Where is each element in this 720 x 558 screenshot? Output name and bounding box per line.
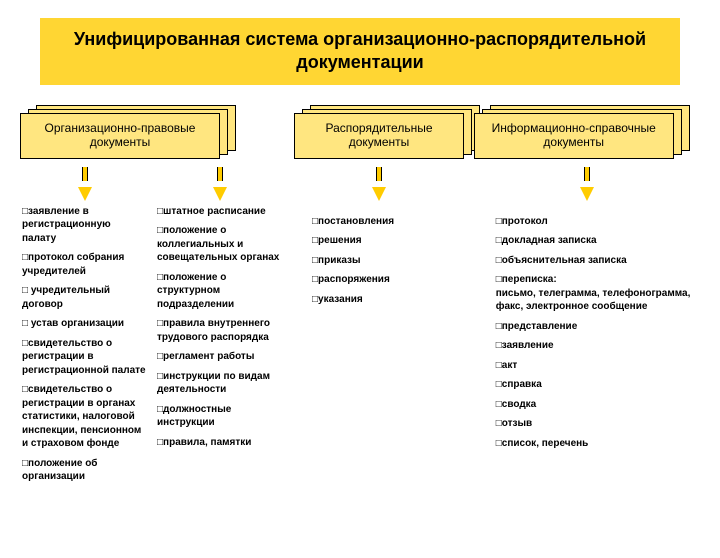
list-item: □правила внутреннего трудового распорядк…: [157, 317, 282, 344]
main-title: Унифицированная система организационно-р…: [40, 18, 680, 85]
card-stack-2: Распорядительные документы: [294, 105, 464, 165]
list-item: □постановления: [312, 215, 462, 229]
list-item: □сводка: [496, 398, 698, 412]
list-item: □штатное расписание: [157, 205, 282, 219]
list-item: □представление: [496, 320, 698, 334]
arrow-1b: [155, 167, 284, 201]
list-item: □правила, памятки: [157, 436, 282, 450]
list-item: □ устав организации: [22, 317, 147, 331]
list-item: □свидетельство о регистрации в органах с…: [22, 383, 147, 451]
list-item: □докладная записка: [496, 234, 698, 248]
list-item: □список, перечень: [496, 437, 698, 451]
list-item: □положение о коллегиальных и совещательн…: [157, 224, 282, 265]
list-item: □объяснительная записка: [496, 254, 698, 268]
list-2: □постановления □решения □приказы □распоряже…: [294, 205, 464, 307]
arrow-2: [294, 167, 464, 201]
list-item: □инструкции по видам деятельности: [157, 370, 282, 397]
list-item: □ учредительный договор: [22, 284, 147, 311]
arrow-1a: [20, 167, 149, 201]
list-item: □переписка:письмо, телеграмма, телефоног…: [496, 273, 698, 314]
card-header-1: Организационно-правовые документы: [20, 113, 220, 159]
list-1a: □заявление в регистрационную палату □прот…: [20, 205, 149, 484]
list-item: □заявление: [496, 339, 698, 353]
column-info-ref: Информационно-справочные документы □прот…: [474, 105, 700, 490]
card-stack-3: Информационно-справочные документы: [474, 105, 700, 165]
list-item: □положение о структурном подразделении: [157, 271, 282, 312]
columns-container: Организационно-правовые документы □заявл…: [20, 105, 700, 490]
list-3: □протокол □докладная записка □объяснительн…: [474, 205, 700, 451]
list-item: □заявление в регистрационную палату: [22, 205, 147, 246]
list-item: □отзыв: [496, 417, 698, 431]
list-item: □акт: [496, 359, 698, 373]
card-header-3: Информационно-справочные документы: [474, 113, 674, 159]
list-item: □регламент работы: [157, 350, 282, 364]
list-item: □протокол собрания учредителей: [22, 251, 147, 278]
column-directive: Распорядительные документы □постановлени…: [294, 105, 464, 490]
list-item: □приказы: [312, 254, 462, 268]
list-1b: □штатное расписание □положение о коллегиа…: [155, 205, 284, 450]
list-item: □справка: [496, 378, 698, 392]
list-item: □свидетельство о регистрации в регистрац…: [22, 337, 147, 378]
list-item: □распоряжения: [312, 273, 462, 287]
card-header-2: Распорядительные документы: [294, 113, 464, 159]
list-item: □должностные инструкции: [157, 403, 282, 430]
list-item: □положение об организации: [22, 457, 147, 484]
card-stack-1: Организационно-правовые документы: [20, 105, 284, 165]
list-item: □решения: [312, 234, 462, 248]
arrow-3: [474, 167, 700, 201]
column-org-legal: Организационно-правовые документы □заявл…: [20, 105, 284, 490]
list-item: □протокол: [496, 215, 698, 229]
list-item: □указания: [312, 293, 462, 307]
